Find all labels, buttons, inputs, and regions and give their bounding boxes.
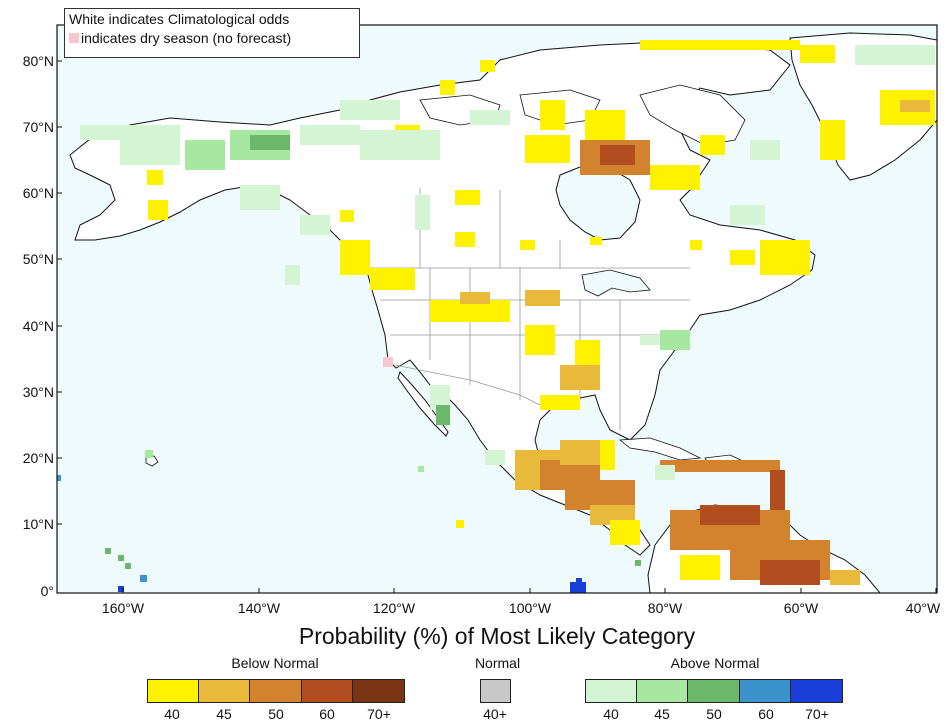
above-colorbar-swatch-3 <box>739 680 791 702</box>
map-legend-note: White indicates Climatological odds indi… <box>64 8 360 58</box>
below-tick-60: 60 <box>319 706 335 722</box>
baja-california <box>397 371 449 437</box>
x-label-160w: 160°W <box>101 600 145 616</box>
baffin-island <box>639 84 746 146</box>
great-lakes <box>581 269 651 297</box>
above-colorbar-swatch-1 <box>637 680 689 702</box>
x-label-120w: 120°W <box>372 600 416 616</box>
below-tick-45: 45 <box>216 706 232 722</box>
axis-ticks <box>57 60 937 593</box>
below-tick-70: 70+ <box>367 706 391 722</box>
y-label-70n: 70°N <box>22 119 54 135</box>
x-label-80w: 80°W <box>647 600 683 616</box>
normal-title: Normal <box>474 655 521 671</box>
above-normal-title: Above Normal <box>670 655 760 671</box>
below-colorbar-swatch-1 <box>199 680 251 702</box>
greenland <box>789 32 937 181</box>
above-colorbar-swatch-4 <box>790 680 842 702</box>
below-colorbar-swatch-4 <box>352 680 404 702</box>
map-frame <box>56 24 938 594</box>
x-label-100w: 100°W <box>508 600 552 616</box>
dry-season-cell <box>383 357 393 367</box>
x-label-140w: 140°W <box>237 600 281 616</box>
above-tick-70: 70+ <box>805 706 829 722</box>
below-colorbar-swatch-3 <box>301 680 353 702</box>
below-tick-50: 50 <box>268 706 284 722</box>
below-normal-title: Below Normal <box>231 655 319 671</box>
y-label-0: 0° <box>40 583 54 599</box>
above-colorbar-swatch-0 <box>586 680 638 702</box>
dry-season-note-text: indicates dry season (no forecast) <box>81 30 292 46</box>
above-colorbar-swatch-2 <box>688 680 740 702</box>
above-tick-40: 40 <box>603 706 619 722</box>
y-label-20n: 20°N <box>22 450 54 466</box>
below-normal-colorbar <box>147 679 405 703</box>
y-label-80n: 80°N <box>22 53 54 69</box>
figure-title: Probability (%) of Most Likely Category <box>298 623 696 649</box>
above-tick-50: 50 <box>706 706 722 722</box>
above-normal-shading <box>57 45 935 593</box>
y-label-30n: 30°N <box>22 384 54 400</box>
below-tick-40: 40 <box>164 706 180 722</box>
x-label-40w: 40°W <box>905 600 941 616</box>
below-colorbar-swatch-0 <box>148 680 200 702</box>
above-tick-60: 60 <box>758 706 774 722</box>
y-label-50n: 50°N <box>22 251 54 267</box>
above-normal-colorbar <box>585 679 843 703</box>
normal-colorbar-swatch-0 <box>481 680 510 702</box>
normal-colorbar <box>480 679 511 703</box>
y-label-40n: 40°N <box>22 318 54 334</box>
climatological-odds-note: White indicates Climatological odds <box>69 11 290 27</box>
y-label-10n: 10°N <box>22 516 54 532</box>
below-normal-shading <box>147 40 935 585</box>
dry-season-note: indicates dry season (no forecast) <box>69 29 355 48</box>
x-label-60w: 60°W <box>783 600 819 616</box>
above-tick-45: 45 <box>654 706 670 722</box>
dry-season-swatch <box>69 33 79 43</box>
below-colorbar-swatch-2 <box>250 680 302 702</box>
y-label-60n: 60°N <box>22 185 54 201</box>
cuba <box>618 437 702 461</box>
normal-tick-40: 40+ <box>483 706 507 722</box>
